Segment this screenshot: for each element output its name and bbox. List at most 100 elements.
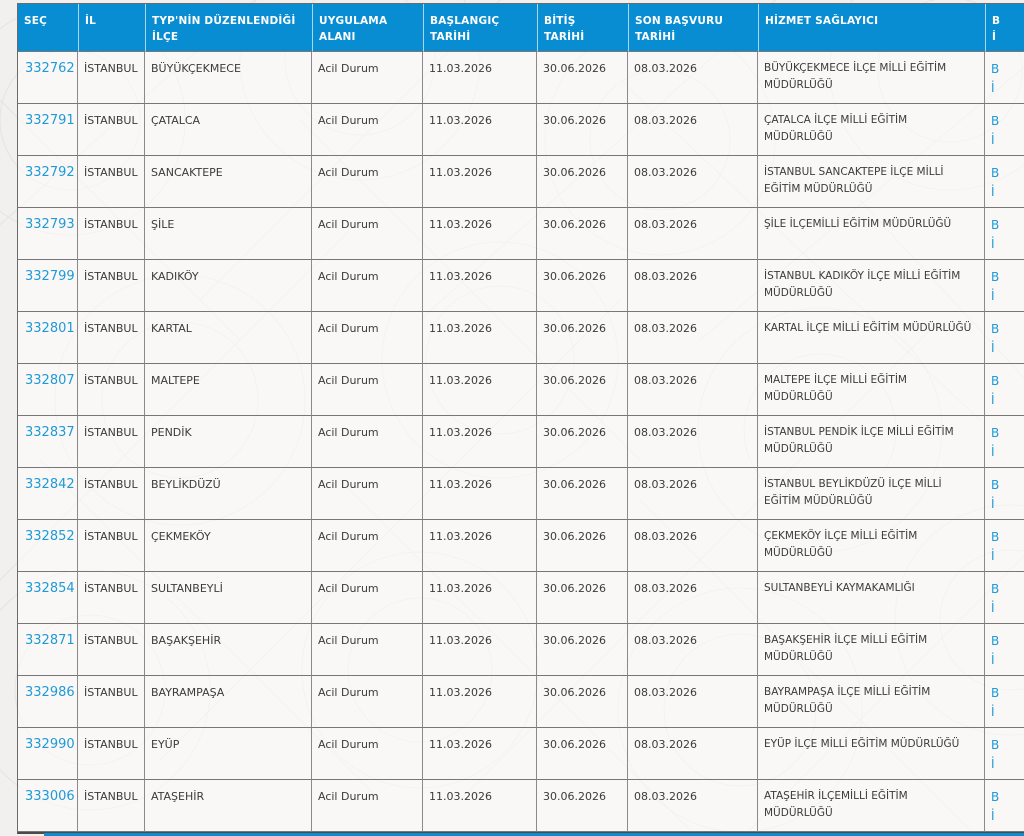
ilce-cell: BEYLİKDÜZÜ	[145, 468, 312, 520]
sec-cell: 332762	[18, 52, 78, 104]
table-row: 332852 İSTANBUL ÇEKMEKÖY Acil Durum 11.03.20…	[18, 520, 1024, 572]
hizmet_saglayici-cell: İSTANBUL BEYLİKDÜZÜ İLÇE MİLLİ EĞİTİM MÜ…	[758, 468, 985, 520]
typ-id-link[interactable]: 332990	[25, 737, 75, 752]
bitis-cell: 30.06.2026	[537, 780, 628, 832]
typ-id-link[interactable]: 332986	[25, 685, 75, 700]
bottom-blue-bar	[44, 833, 1024, 836]
header-row: SEÇ İL TYP'NİN DÜZENLENDİĞİ İLÇE UYGULAM…	[18, 4, 1024, 52]
row-action-link-2[interactable]: İ	[991, 705, 995, 719]
ilce-cell: BAYRAMPAŞA	[145, 676, 312, 728]
column-header-label: İL	[85, 15, 96, 27]
column-header-hizmet-saglayici: HİZMET SAĞLAYICI	[758, 4, 985, 52]
row-action-link-2[interactable]: İ	[991, 549, 995, 563]
row-action-link-1[interactable]: B	[991, 374, 1000, 388]
typ-id-link[interactable]: 332801	[25, 321, 75, 336]
son_basvuru-cell: 08.03.2026	[628, 780, 758, 832]
row-action-link-2[interactable]: İ	[991, 341, 995, 355]
typ-list-table: SEÇ İL TYP'NİN DÜZENLENDİĞİ İLÇE UYGULAM…	[18, 4, 1024, 832]
table-row: 332792 İSTANBUL SANCAKTEPE Acil Durum 11.03.…	[18, 156, 1024, 208]
hizmet_saglayici-cell: ÇATALCA İLÇE MİLLİ EĞİTİM MÜDÜRLÜĞÜ	[758, 104, 985, 156]
il-cell: İSTANBUL	[78, 312, 145, 364]
row-action-link-2[interactable]: İ	[991, 445, 995, 459]
row-action-link-1[interactable]: B	[991, 478, 1000, 492]
sec-cell: 332986	[18, 676, 78, 728]
baslangic-cell: 11.03.2026	[423, 728, 537, 780]
ilce-cell: SULTANBEYLİ	[145, 572, 312, 624]
row-action-link-2[interactable]: İ	[991, 497, 995, 511]
typ-id-link[interactable]: 332791	[25, 113, 75, 128]
typ-id-link[interactable]: 332762	[25, 61, 75, 76]
row-action-link-1[interactable]: B	[991, 426, 1000, 440]
row-action-link-1[interactable]: B	[991, 634, 1000, 648]
row-action-link-2[interactable]: İ	[991, 185, 995, 199]
bitis-cell: 30.06.2026	[537, 468, 628, 520]
son_basvuru-cell: 08.03.2026	[628, 156, 758, 208]
sec-cell: 332791	[18, 104, 78, 156]
sec-cell: 333006	[18, 780, 78, 832]
row-action-link-1[interactable]: B	[991, 790, 1000, 804]
sec-cell: 332792	[18, 156, 78, 208]
sec-cell: 332801	[18, 312, 78, 364]
row-action-link-1[interactable]: B	[991, 582, 1000, 596]
typ-id-link[interactable]: 333006	[25, 789, 75, 804]
bitis-cell: 30.06.2026	[537, 676, 628, 728]
baslangic-cell: 11.03.2026	[423, 416, 537, 468]
typ-id-link[interactable]: 332854	[25, 581, 75, 596]
son_basvuru-cell: 08.03.2026	[628, 676, 758, 728]
row-action-link-2[interactable]: İ	[991, 809, 995, 823]
row-action-link-1[interactable]: B	[991, 322, 1000, 336]
column-header-ilce: TYP'NİN DÜZENLENDİĞİ İLÇE	[145, 4, 312, 52]
bitis-cell: 30.06.2026	[537, 156, 628, 208]
row-action-link-2[interactable]: İ	[991, 757, 995, 771]
typ-id-link[interactable]: 332871	[25, 633, 75, 648]
row-action-link-2[interactable]: İ	[991, 289, 995, 303]
typ-id-link[interactable]: 332852	[25, 529, 75, 544]
il-cell: İSTANBUL	[78, 520, 145, 572]
row-action-link-2[interactable]: İ	[991, 81, 995, 95]
row-action-link-1[interactable]: B	[991, 218, 1000, 232]
uygulama_alani-cell: Acil Durum	[312, 260, 423, 312]
baslangic-cell: 11.03.2026	[423, 780, 537, 832]
son_basvuru-cell: 08.03.2026	[628, 624, 758, 676]
column-header-actions: B İ	[985, 4, 1024, 52]
row-action-link-2[interactable]: İ	[991, 393, 995, 407]
typ-id-link[interactable]: 332792	[25, 165, 75, 180]
il-cell: İSTANBUL	[78, 104, 145, 156]
baslangic-cell: 11.03.2026	[423, 624, 537, 676]
typ-id-link[interactable]: 332842	[25, 477, 75, 492]
typ-id-link[interactable]: 332807	[25, 373, 75, 388]
il-cell: İSTANBUL	[78, 780, 145, 832]
typ-id-link[interactable]: 332793	[25, 217, 75, 232]
hizmet_saglayici-cell: İSTANBUL KADIKÖY İLÇE MİLLİ EĞİTİM MÜDÜR…	[758, 260, 985, 312]
row-action-link-1[interactable]: B	[991, 166, 1000, 180]
row-action-link-1[interactable]: B	[991, 686, 1000, 700]
table-row: 332990 İSTANBUL EYÜP Acil Durum 11.03.2026 30…	[18, 728, 1024, 780]
column-header-label: BAŞLANGIÇ TARİHİ	[430, 15, 500, 43]
ilce-cell: PENDİK	[145, 416, 312, 468]
son_basvuru-cell: 08.03.2026	[628, 312, 758, 364]
row-action-link-2[interactable]: İ	[991, 653, 995, 667]
table-row: 332854 İSTANBUL SULTANBEYLİ Acil Durum 11.03…	[18, 572, 1024, 624]
il-cell: İSTANBUL	[78, 468, 145, 520]
row-action-link-1[interactable]: B	[991, 114, 1000, 128]
row-action-link-2[interactable]: İ	[991, 237, 995, 251]
typ-id-link[interactable]: 332837	[25, 425, 75, 440]
bitis-cell: 30.06.2026	[537, 624, 628, 676]
ilce-cell: ÇEKMEKÖY	[145, 520, 312, 572]
row-action-link-1[interactable]: B	[991, 62, 1000, 76]
row-action-link-2[interactable]: İ	[991, 133, 995, 147]
hizmet_saglayici-cell: BAŞAKŞEHİR İLÇE MİLLİ EĞİTİM MÜDÜRLÜĞÜ	[758, 624, 985, 676]
typ-id-link[interactable]: 332799	[25, 269, 75, 284]
row-action-link-2[interactable]: İ	[991, 601, 995, 615]
row-action-link-1[interactable]: B	[991, 270, 1000, 284]
ilce-cell: EYÜP	[145, 728, 312, 780]
il-cell: İSTANBUL	[78, 208, 145, 260]
uygulama_alani-cell: Acil Durum	[312, 52, 423, 104]
row-action-link-1[interactable]: B	[991, 738, 1000, 752]
row-action-link-1[interactable]: B	[991, 530, 1000, 544]
